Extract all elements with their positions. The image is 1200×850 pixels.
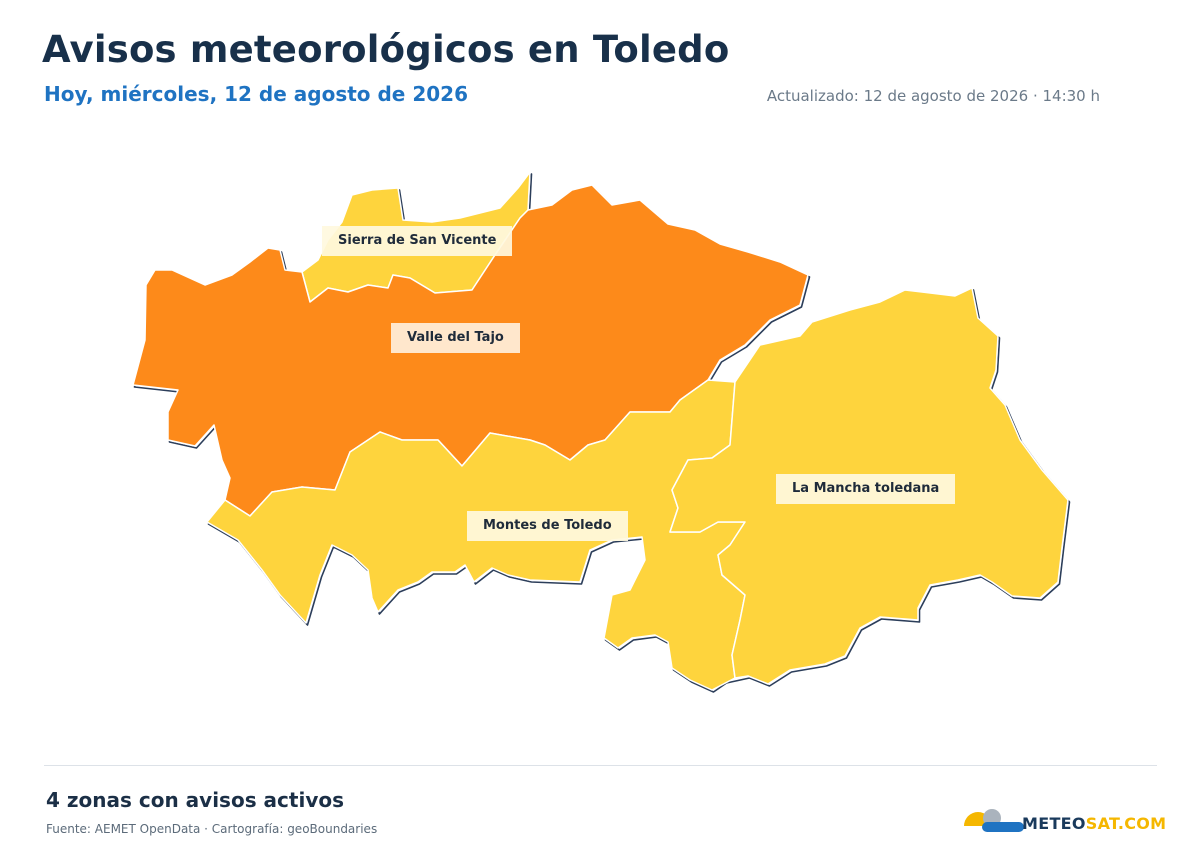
- brand-wordmark: METEOSAT.COM: [1022, 814, 1167, 833]
- data-source-credit: Fuente: AEMET OpenData · Cartografía: ge…: [46, 822, 378, 836]
- date-subtitle: Hoy, miércoles, 12 de agosto de 2026: [44, 82, 468, 106]
- footer-divider: [44, 765, 1157, 766]
- brand-logo[interactable]: METEOSAT.COM: [948, 804, 1167, 834]
- zone-label-montes-de-toledo: Montes de Toledo: [467, 511, 628, 541]
- weather-logo-icon: [948, 809, 1026, 834]
- zone-label-valle-del-tajo: Valle del Tajo: [391, 323, 520, 353]
- page-title: Avisos meteorológicos en Toledo: [42, 28, 730, 71]
- updated-timestamp: Actualizado: 12 de agosto de 2026 · 14:3…: [766, 87, 1100, 105]
- active-zones-summary: 4 zonas con avisos activos: [46, 788, 345, 812]
- zone-label-sierra-de-san-vicente: Sierra de San Vicente: [322, 226, 513, 256]
- zone-label-la-mancha-toledana: La Mancha toledana: [776, 474, 956, 504]
